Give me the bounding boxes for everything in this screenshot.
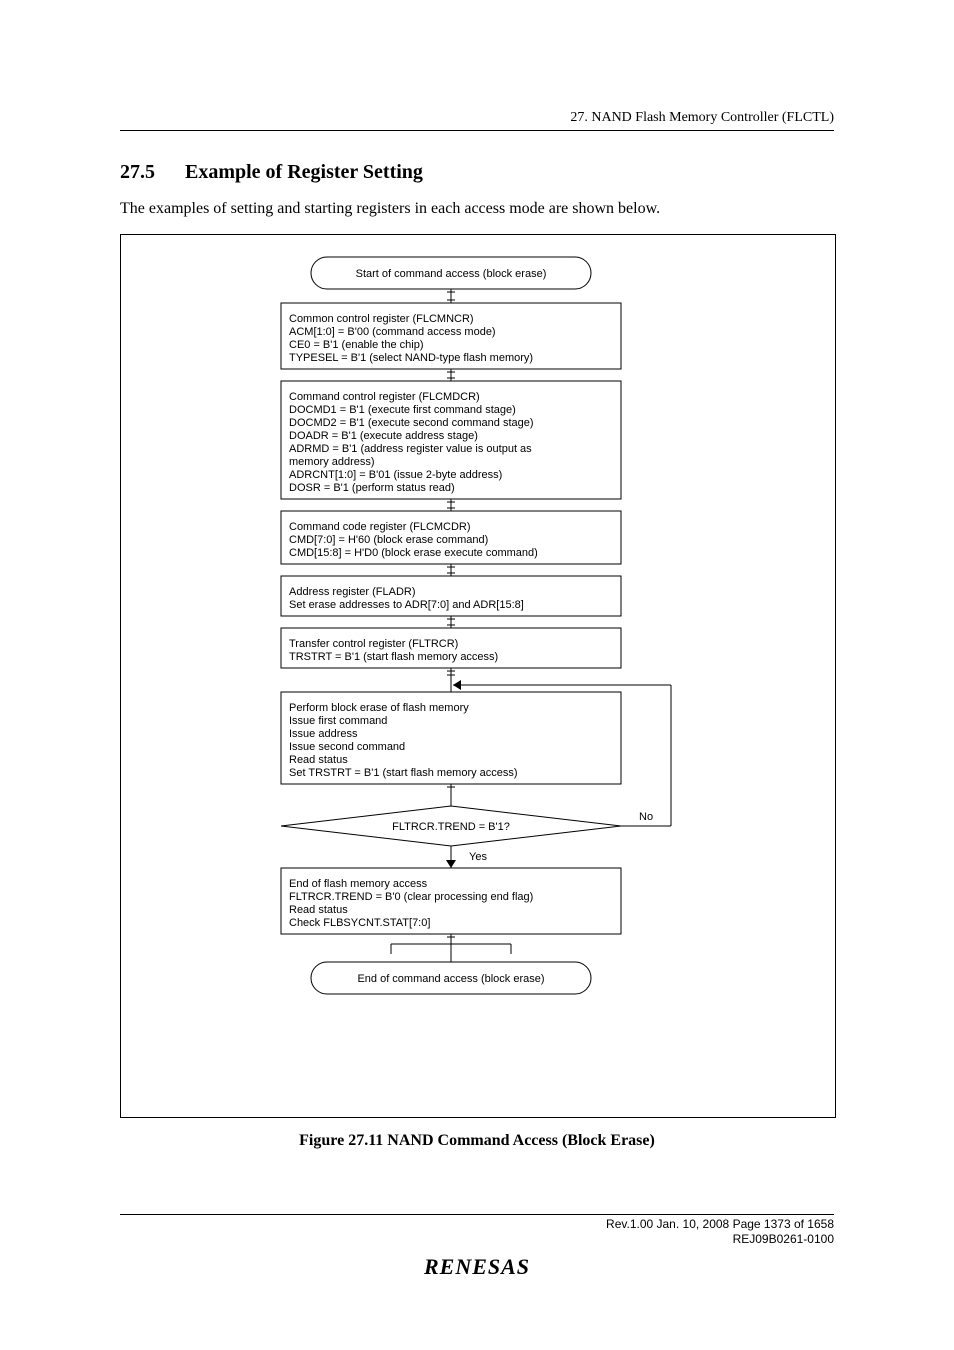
chapter-label: 27. NAND Flash Memory Controller (FLCTL) — [120, 110, 834, 130]
flowchart: Start of command access (block erase) Com… — [121, 235, 835, 1117]
section-number: 27.5 — [120, 161, 180, 184]
svg-text:Issue first command: Issue first command — [289, 715, 387, 727]
svg-text:memory address): memory address) — [289, 456, 375, 468]
renesas-logo: RENESAS — [120, 1254, 834, 1280]
svg-text:TYPESEL = B'1 (select NAND-typ: TYPESEL = B'1 (select NAND-type flash me… — [289, 352, 533, 364]
svg-text:ADRCNT[1:0] = B'01 (issue 2-by: ADRCNT[1:0] = B'01 (issue 2-byte address… — [289, 469, 502, 481]
page-footer: Rev.1.00 Jan. 10, 2008 Page 1373 of 1658… — [120, 1214, 834, 1280]
svg-text:Transfer control register (FLT: Transfer control register (FLTRCR) — [289, 638, 458, 650]
page-header: 27. NAND Flash Memory Controller (FLCTL) — [120, 110, 834, 131]
svg-text:ADRMD = B'1 (address register: ADRMD = B'1 (address register value is o… — [289, 443, 532, 455]
svg-text:DOCMD1 = B'1 (execute first co: DOCMD1 = B'1 (execute first command stag… — [289, 404, 516, 416]
footer-rev: Rev.1.00 Jan. 10, 2008 Page 1373 of 1658 — [120, 1217, 834, 1233]
svg-text:TRSTRT = B'1 (start flash memo: TRSTRT = B'1 (start flash memory access) — [289, 651, 498, 663]
svg-text:Command control register (FLCM: Command control register (FLCMDCR) — [289, 391, 480, 403]
svg-text:FLTRCR.TREND = B'0 (clear proc: FLTRCR.TREND = B'0 (clear processing end… — [289, 891, 533, 903]
svg-text:CMD[7:0] = H'60 (block erase c: CMD[7:0] = H'60 (block erase command) — [289, 534, 488, 546]
svg-text:Perform block erase of flash m: Perform block erase of flash memory — [289, 702, 469, 714]
svg-text:Read status: Read status — [289, 904, 348, 916]
svg-text:End of flash memory access: End of flash memory access — [289, 878, 428, 890]
svg-text:Address register (FLADR): Address register (FLADR) — [289, 586, 416, 598]
svg-text:Start of command access (block: Start of command access (block erase) — [356, 268, 547, 280]
svg-text:FLTRCR.TREND = B'1?: FLTRCR.TREND = B'1? — [392, 821, 510, 833]
section-heading: Example of Register Setting — [185, 161, 423, 183]
flowchart-frame: Start of command access (block erase) Com… — [120, 234, 836, 1118]
svg-text:Issue address: Issue address — [289, 728, 358, 740]
section-title: 27.5 Example of Register Setting — [120, 161, 834, 184]
svg-text:Command code register (FLCMCDR: Command code register (FLCMCDR) — [289, 521, 471, 533]
svg-text:CMD[15:8] = H'D0 (block erase: CMD[15:8] = H'D0 (block erase execute co… — [289, 547, 538, 559]
svg-text:No: No — [639, 811, 653, 823]
svg-text:DOSR = B'1 (perform status rea: DOSR = B'1 (perform status read) — [289, 482, 455, 494]
svg-text:Set TRSTRT = B'1 (start flash: Set TRSTRT = B'1 (start flash memory acc… — [289, 767, 518, 779]
svg-text:Yes: Yes — [469, 851, 487, 863]
svg-text:Read status: Read status — [289, 754, 348, 766]
footer-doc: REJ09B0261-0100 — [120, 1232, 834, 1248]
svg-text:ACM[1:0] = B'00 (command acces: ACM[1:0] = B'00 (command access mode) — [289, 326, 496, 338]
svg-text:Set erase addresses to ADR[7:0: Set erase addresses to ADR[7:0] and ADR[… — [289, 599, 524, 611]
svg-text:Check FLBSYCNT.STAT[7:0]: Check FLBSYCNT.STAT[7:0] — [289, 917, 430, 929]
intro-text: The examples of setting and starting reg… — [120, 200, 834, 218]
svg-text:DOCMD2 = B'1 (execute second c: DOCMD2 = B'1 (execute second command sta… — [289, 417, 534, 429]
svg-text:CE0 = B'1 (enable the chip): CE0 = B'1 (enable the chip) — [289, 339, 424, 351]
svg-text:Issue second command: Issue second command — [289, 741, 405, 753]
svg-text:End of command access (block e: End of command access (block erase) — [357, 973, 544, 985]
figure-caption: Figure 27.11 NAND Command Access (Block … — [120, 1132, 834, 1150]
svg-text:Common control register (FLCMN: Common control register (FLCMNCR) — [289, 313, 474, 325]
svg-text:DOADR = B'1 (execute address s: DOADR = B'1 (execute address stage) — [289, 430, 478, 442]
